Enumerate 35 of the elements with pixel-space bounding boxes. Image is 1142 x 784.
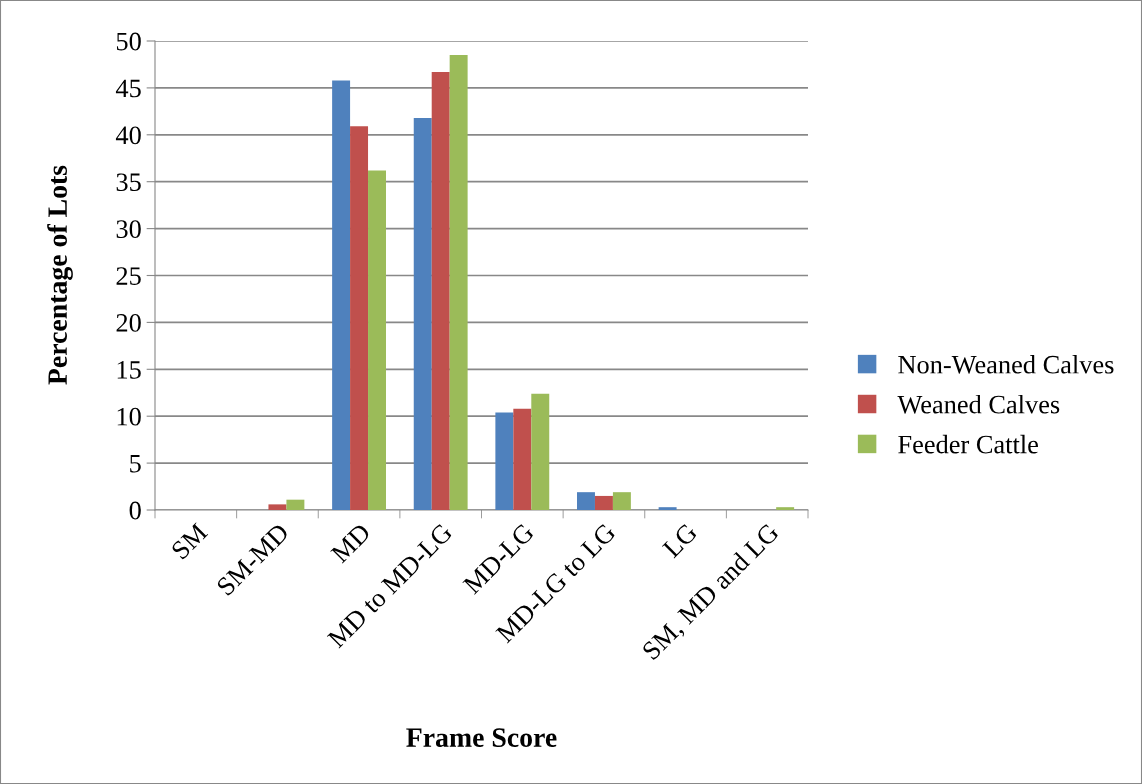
legend-label: Weaned Calves xyxy=(897,394,1060,414)
y-tick-label: 25 xyxy=(116,267,141,285)
legend-label: Non-Weaned Calves xyxy=(898,355,1114,374)
bar xyxy=(495,412,514,510)
bar xyxy=(577,492,595,510)
bar xyxy=(268,504,287,510)
bar xyxy=(449,55,468,510)
bar xyxy=(658,507,677,510)
bar xyxy=(286,499,305,510)
bar xyxy=(431,71,450,510)
y-tick-label: 15 xyxy=(117,361,141,379)
y-tick-label: 40 xyxy=(115,126,141,145)
y-tick-label: 20 xyxy=(116,314,141,332)
bar xyxy=(531,393,550,510)
x-tick-label: MD xyxy=(330,522,372,564)
bar xyxy=(513,408,532,510)
y-tick-label: 45 xyxy=(115,79,141,98)
bar xyxy=(350,126,369,510)
y-tick-label: 35 xyxy=(116,173,141,192)
x-axis-title: Frame Score xyxy=(406,728,557,747)
y-axis-title: Percentage of Lots xyxy=(47,165,73,385)
legend-label: Feeder Cattle xyxy=(898,434,1038,454)
x-tick-label: LG xyxy=(661,522,699,559)
y-tick-label: 50 xyxy=(116,32,141,51)
bar xyxy=(594,495,613,510)
bar xyxy=(332,80,351,510)
bar xyxy=(413,117,432,510)
bar xyxy=(612,492,631,510)
y-tick-label: 0 xyxy=(129,501,141,520)
y-tick-label: 5 xyxy=(130,454,141,473)
bar xyxy=(368,170,386,510)
y-tick-label: 30 xyxy=(116,220,141,239)
bar xyxy=(776,507,795,510)
y-tick-label: 10 xyxy=(117,407,141,426)
x-tick-label: SM xyxy=(170,522,209,560)
